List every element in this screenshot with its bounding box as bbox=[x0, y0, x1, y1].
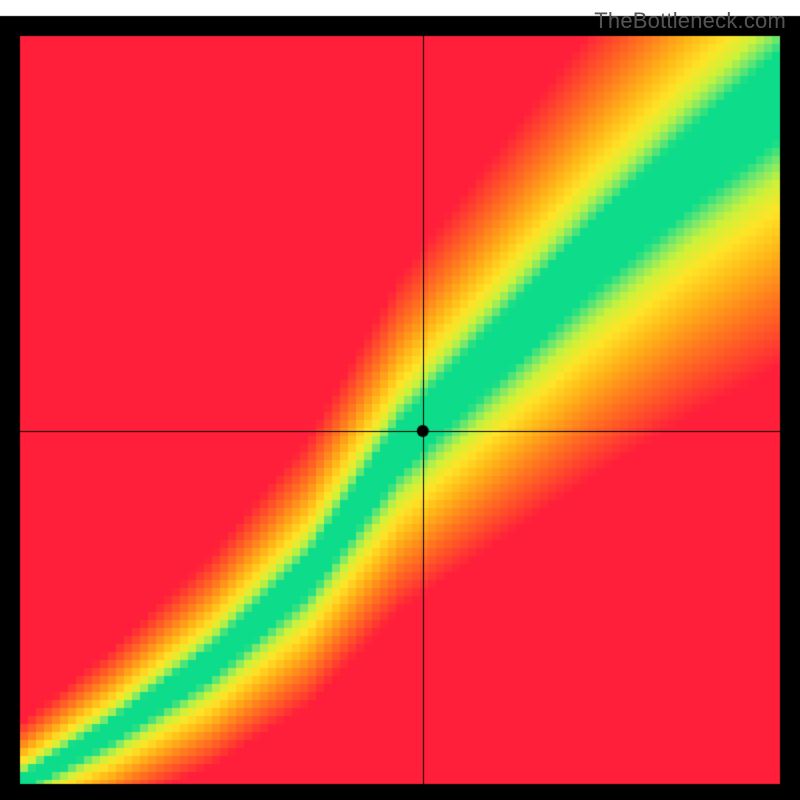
chart-container: TheBottleneck.com bbox=[0, 0, 800, 800]
watermark-text: TheBottleneck.com bbox=[594, 8, 786, 34]
bottleneck-heatmap bbox=[0, 0, 800, 800]
